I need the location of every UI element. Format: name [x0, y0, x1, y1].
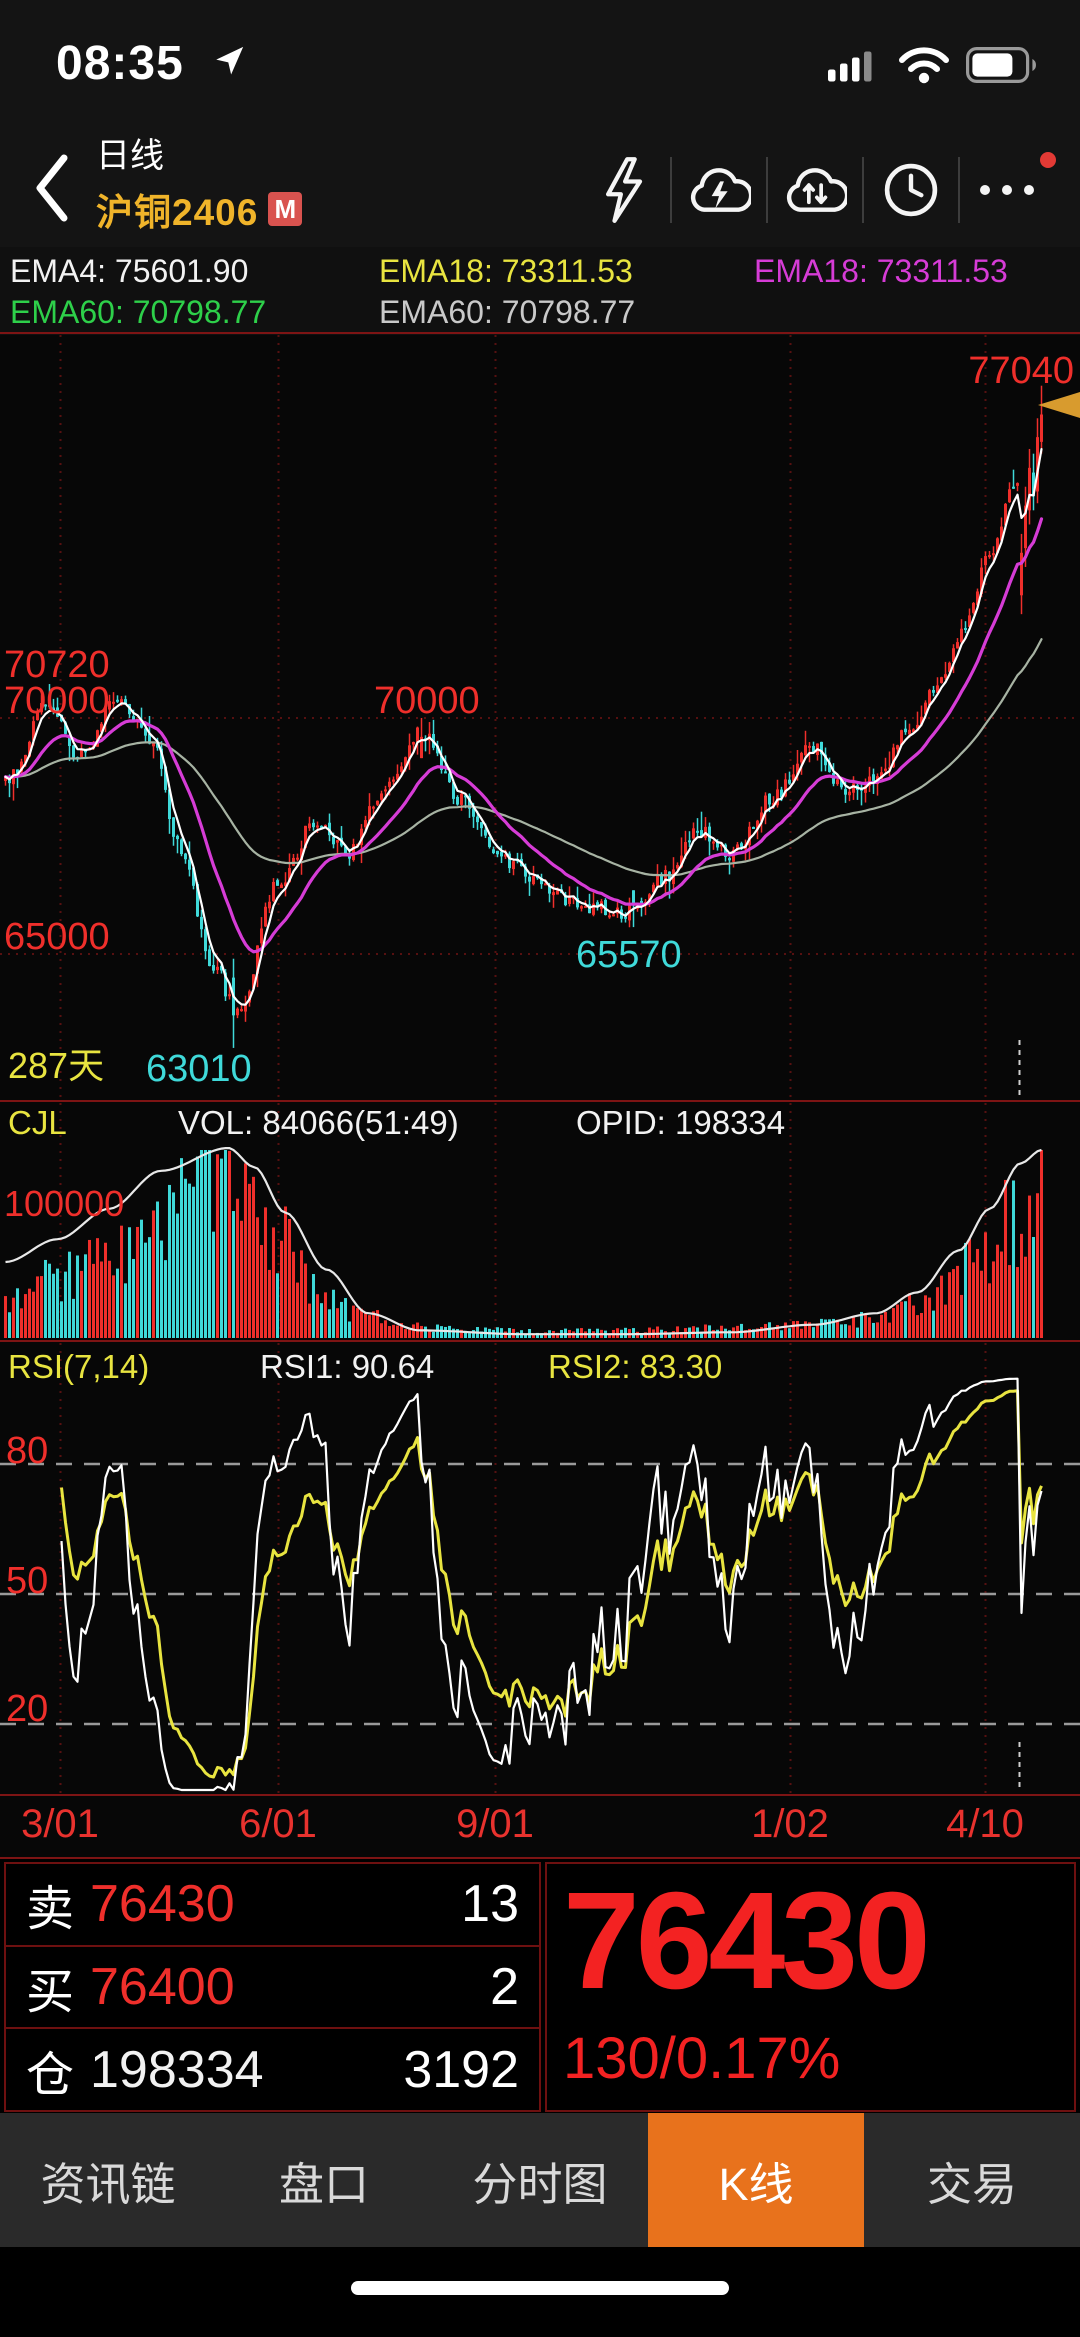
- flash-order-button[interactable]: [576, 148, 670, 232]
- bid-size: 2: [490, 1958, 519, 2016]
- bottom-tab-bar: 资讯链 盘口 分时图 K线 交易: [0, 2113, 1080, 2247]
- ask-row[interactable]: 卖 76430 13: [6, 1864, 539, 1947]
- order-book: 卖 76430 13 买 76400 2 仓 198334 3192: [4, 1862, 541, 2112]
- rsi-level-20: 20: [6, 1688, 49, 1730]
- cloud-lightning-icon: [690, 168, 751, 212]
- days-count-label: 287天: [8, 1045, 105, 1086]
- kline-chart[interactable]: [0, 0, 1080, 1862]
- grid-65000-label: 65000: [4, 916, 110, 958]
- candles-layer: [4, 385, 1043, 1048]
- battery-icon: [966, 47, 1036, 83]
- x-tick: 3/01: [21, 1802, 99, 1846]
- min-low-label: 63010: [146, 1048, 252, 1090]
- bid-label: 买: [26, 1966, 75, 2019]
- opid-value: OPID: 198334: [576, 1104, 786, 1141]
- grid-70000-label: 70000: [4, 680, 110, 722]
- opid-line: [5, 1146, 1042, 1336]
- max-high-label: 77040: [968, 350, 1074, 392]
- symbol-label: 沪铜2406: [96, 192, 259, 233]
- rsi-level-50: 50: [6, 1560, 49, 1602]
- ema18-value: EMA18: 73311.53: [379, 253, 633, 289]
- price-change: 130/0.17%: [563, 2025, 841, 2091]
- tab-news[interactable]: 资讯链: [40, 2158, 176, 2210]
- volume-layer: [4, 1146, 1043, 1338]
- ellipsis-icon: [980, 185, 1034, 195]
- position-label: 仓: [26, 2048, 75, 2102]
- lightning-icon: [606, 157, 643, 223]
- vol-value: VOL: 84066(51:49): [178, 1104, 459, 1141]
- mid-high-label: 70000: [374, 680, 480, 722]
- ema4-value: EMA4: 75601.90: [10, 253, 249, 289]
- high-marker-arrow: [1038, 392, 1080, 418]
- chart-background: [0, 247, 1080, 1858]
- last-price: 76430: [563, 1864, 931, 2018]
- cellular-signal-icon: [828, 51, 872, 82]
- rsi-lines-layer: [60, 1377, 1043, 1792]
- ema-lines-layer: [3, 448, 1044, 1006]
- last-price-box: 76430 130/0.17%: [545, 1862, 1076, 2112]
- x-tick: 6/01: [239, 1802, 317, 1846]
- notification-dot: [1040, 152, 1056, 168]
- x-tick: 4/10: [946, 1802, 1024, 1846]
- ask-price: 76430: [90, 1875, 235, 1934]
- divider: [958, 157, 960, 223]
- cloud-kline-button[interactable]: [768, 148, 862, 232]
- tab-trade[interactable]: 交易: [926, 2158, 1017, 2210]
- divider: [766, 157, 768, 223]
- local-high-label: 70720: [4, 644, 110, 686]
- position-row[interactable]: 仓 198334 3192: [6, 2029, 539, 2110]
- divider: [670, 157, 672, 223]
- status-bar: 08:35: [0, 0, 1080, 100]
- volume-grid-label: 100000: [4, 1183, 125, 1224]
- nav-icon-group: [576, 148, 1054, 232]
- wifi-icon: [899, 47, 949, 84]
- cloud-chart-icon: [786, 168, 847, 212]
- rsi1-value: RSI1: 90.64: [260, 1348, 435, 1385]
- cloud-alert-button[interactable]: [672, 148, 766, 232]
- bid-price: 76400: [90, 1958, 235, 2016]
- period-label: 日线: [96, 137, 164, 175]
- open-interest: 198334: [90, 2040, 264, 2099]
- location-icon: [216, 46, 244, 75]
- tab-depth[interactable]: 盘口: [278, 2158, 369, 2210]
- ema60b-value: EMA60: 70798.77: [379, 294, 636, 330]
- rsi-title[interactable]: RSI(7,14): [8, 1348, 150, 1385]
- ask-label: 卖: [26, 1883, 75, 1937]
- quote-panel: 卖 76430 13 买 76400 2 仓 198334 3192 76430…: [0, 1862, 1080, 2112]
- more-button[interactable]: [960, 148, 1054, 232]
- ema18b-value: EMA18: 73311.53: [754, 253, 1008, 289]
- ask-size: 13: [461, 1875, 519, 1934]
- x-tick: 9/01: [456, 1802, 534, 1846]
- rsi2-value: RSI2: 83.30: [548, 1348, 723, 1385]
- position-change: 3192: [403, 2040, 519, 2099]
- history-button[interactable]: [864, 148, 958, 232]
- tab-kline[interactable]: K线: [648, 2113, 864, 2247]
- top-bar-background: [0, 0, 1080, 247]
- rsi-level-80: 80: [6, 1430, 49, 1472]
- tab-intraday[interactable]: 分时图: [472, 2158, 608, 2210]
- home-indicator[interactable]: [351, 2281, 729, 2295]
- back-button[interactable]: [28, 150, 74, 226]
- status-time: 08:35: [56, 37, 184, 90]
- cjl-title[interactable]: CJL: [8, 1104, 67, 1141]
- main-contract-badge: M: [268, 192, 303, 226]
- title-block[interactable]: 日线 沪铜2406 M: [96, 136, 303, 236]
- ema-readout-strip: EMA4: 75601.90 EMA18: 73311.53 EMA18: 73…: [0, 247, 1080, 335]
- mid-low-label: 65570: [576, 934, 682, 976]
- grid-layer: [0, 332, 1080, 1859]
- ema60-value: EMA60: 70798.77: [10, 294, 267, 330]
- divider: [862, 157, 864, 223]
- bid-row[interactable]: 买 76400 2: [6, 1947, 539, 2030]
- x-tick: 1/02: [751, 1802, 829, 1846]
- clock-icon: [884, 163, 938, 217]
